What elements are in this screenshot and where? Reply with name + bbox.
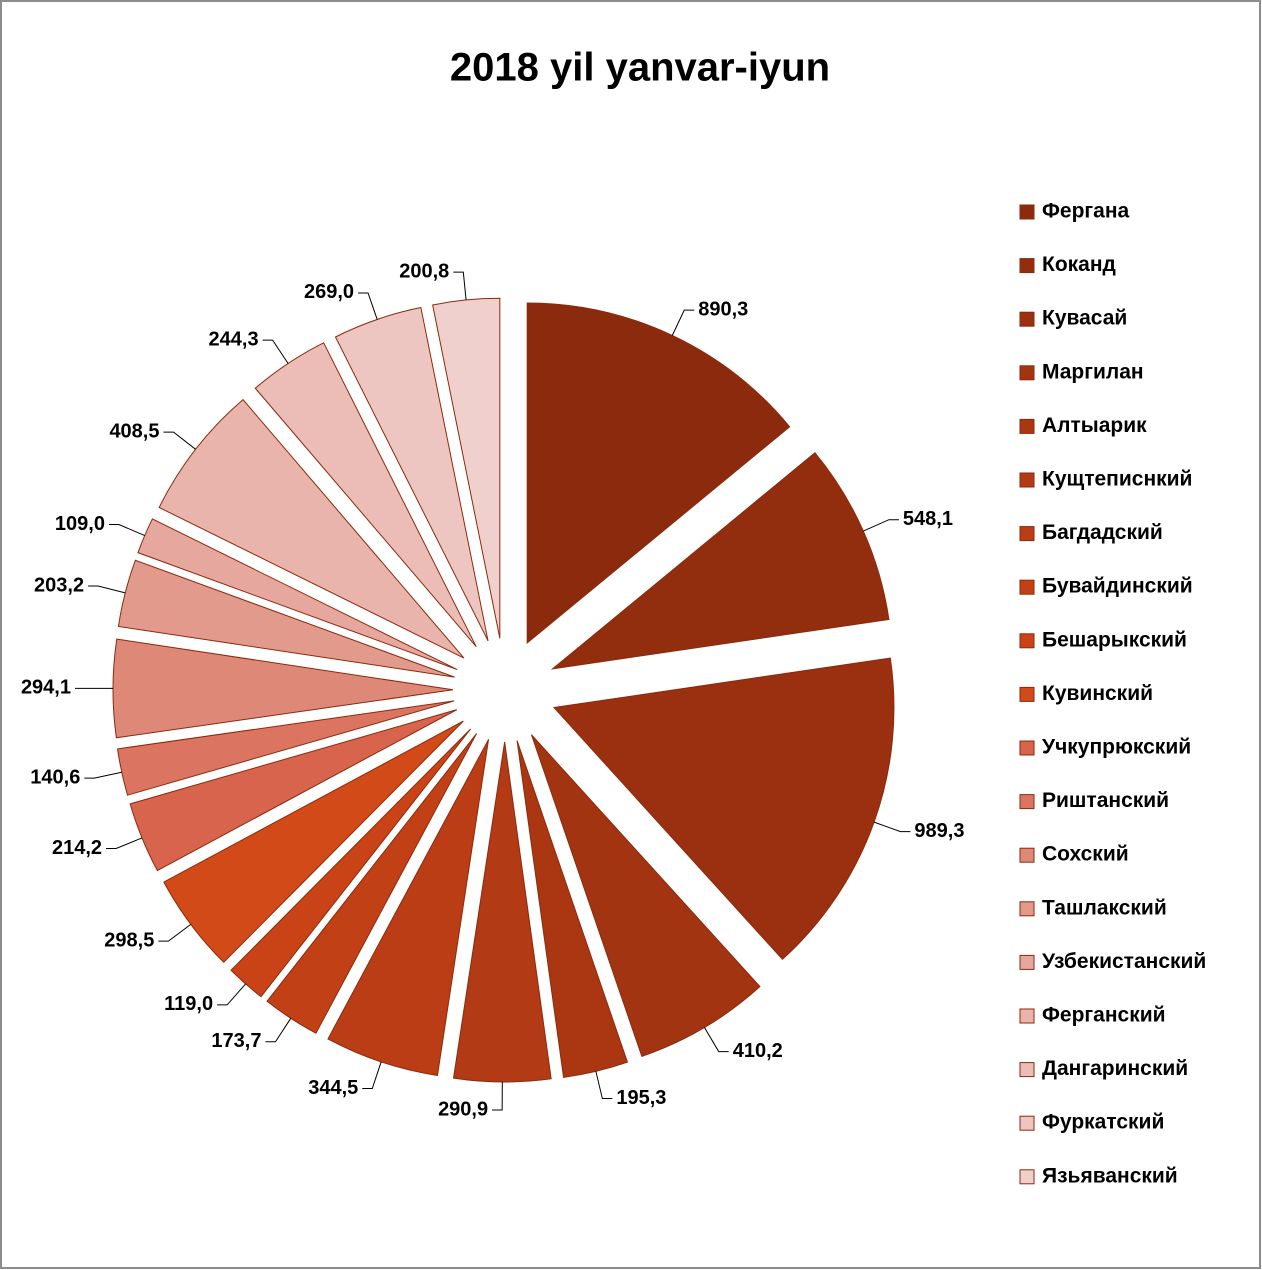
leader-line [108, 524, 145, 537]
pie-slice [112, 638, 454, 739]
pie-slice [266, 733, 478, 1034]
leader-line [595, 1071, 613, 1100]
leader-line [671, 309, 695, 336]
legend-label: Коканд [1042, 253, 1116, 276]
legend-swatch [1019, 311, 1035, 327]
legend-label: Бешарыкский [1042, 628, 1187, 651]
legend-swatch [1019, 579, 1035, 595]
legend-swatch [1019, 954, 1035, 970]
legend-label: Алтыарик [1042, 414, 1147, 437]
leader-line [358, 292, 378, 320]
data-label: 408,5 [109, 420, 159, 442]
legend-swatch [1019, 526, 1035, 542]
legend-label: Ташлакский [1042, 896, 1167, 919]
data-label: 109,0 [55, 513, 105, 535]
legend-label: Язьяванский [1042, 1164, 1178, 1187]
chart-title: 2018 yil yanvar-iyun [450, 46, 830, 90]
legend-label: Кущтеписнкий [1042, 468, 1192, 491]
pie-slice [516, 740, 629, 1078]
legend-label: Кувинский [1042, 682, 1153, 705]
legend-swatch [1019, 740, 1035, 756]
legend-label: Риштанский [1042, 789, 1169, 812]
legend-swatch [1019, 418, 1035, 434]
data-label: 344,5 [308, 1077, 358, 1099]
leader-line [84, 771, 122, 779]
data-label: 214,2 [52, 837, 102, 859]
data-label: 119,0 [164, 993, 213, 1015]
leader-line [863, 519, 899, 532]
pie-slice [530, 734, 761, 1057]
leader-line [704, 1027, 729, 1053]
data-label: 195,3 [616, 1087, 666, 1109]
legend-swatch [1019, 1062, 1035, 1078]
legend-label: Дангаринский [1042, 1057, 1188, 1080]
legend-swatch [1019, 204, 1035, 220]
legend-label: Бувайдинский [1042, 575, 1193, 598]
legend-swatch [1019, 472, 1035, 488]
legend-swatch [1019, 365, 1035, 381]
data-label: 410,2 [733, 1040, 783, 1062]
data-label: 200,8 [399, 260, 449, 282]
legend-swatch [1019, 847, 1035, 863]
pie-slice [432, 297, 501, 639]
leader-line [163, 431, 196, 450]
legend-label: Багдадский [1042, 521, 1163, 544]
data-label: 244,3 [209, 328, 259, 350]
leader-line [453, 271, 467, 300]
pie-slice [550, 452, 890, 670]
leader-line [217, 983, 246, 1006]
data-label: 173,7 [211, 1030, 261, 1052]
legend-label: Учкупрюкский [1042, 736, 1191, 759]
pie-slice [116, 700, 455, 796]
pie-slice [163, 720, 464, 964]
leader-line [492, 1081, 503, 1111]
leader-line [88, 585, 126, 594]
leader-line [262, 339, 289, 364]
legend-label: Фергана [1042, 200, 1130, 223]
legend-label: Ферганский [1042, 1004, 1166, 1027]
leader-line [873, 821, 911, 833]
leader-line [158, 923, 192, 942]
legend-label: Фуркатский [1042, 1111, 1164, 1134]
legend-swatch [1019, 258, 1035, 274]
data-label: 298,5 [104, 929, 154, 951]
pie-slice [158, 398, 465, 659]
data-label: 269,0 [304, 281, 354, 303]
legend-swatch [1019, 901, 1035, 917]
pie-slice [452, 741, 552, 1083]
legend-swatch [1019, 794, 1035, 810]
legend-swatch [1019, 1115, 1035, 1131]
data-label: 548,1 [903, 508, 953, 530]
data-label: 290,9 [438, 1098, 488, 1120]
data-label: 890,3 [698, 298, 748, 320]
legend-label: Сохский [1042, 843, 1129, 866]
pie-slice [129, 709, 458, 872]
pie-slice [117, 559, 455, 678]
data-label: 140,6 [30, 766, 80, 788]
data-label: 294,1 [21, 677, 71, 699]
data-label: 203,2 [34, 574, 84, 596]
legend-swatch [1019, 1008, 1035, 1024]
data-label: 989,3 [914, 820, 964, 842]
legend-label: Кувасай [1042, 307, 1127, 330]
legend-swatch [1019, 1169, 1035, 1185]
legend-label: Узбекистанский [1042, 950, 1206, 973]
leader-line [265, 1018, 292, 1043]
legend-swatch [1019, 633, 1035, 649]
legend-label: Маргилан [1042, 360, 1144, 383]
leader-line [362, 1061, 382, 1089]
leader-line [106, 837, 143, 850]
legend-swatch [1019, 686, 1035, 702]
